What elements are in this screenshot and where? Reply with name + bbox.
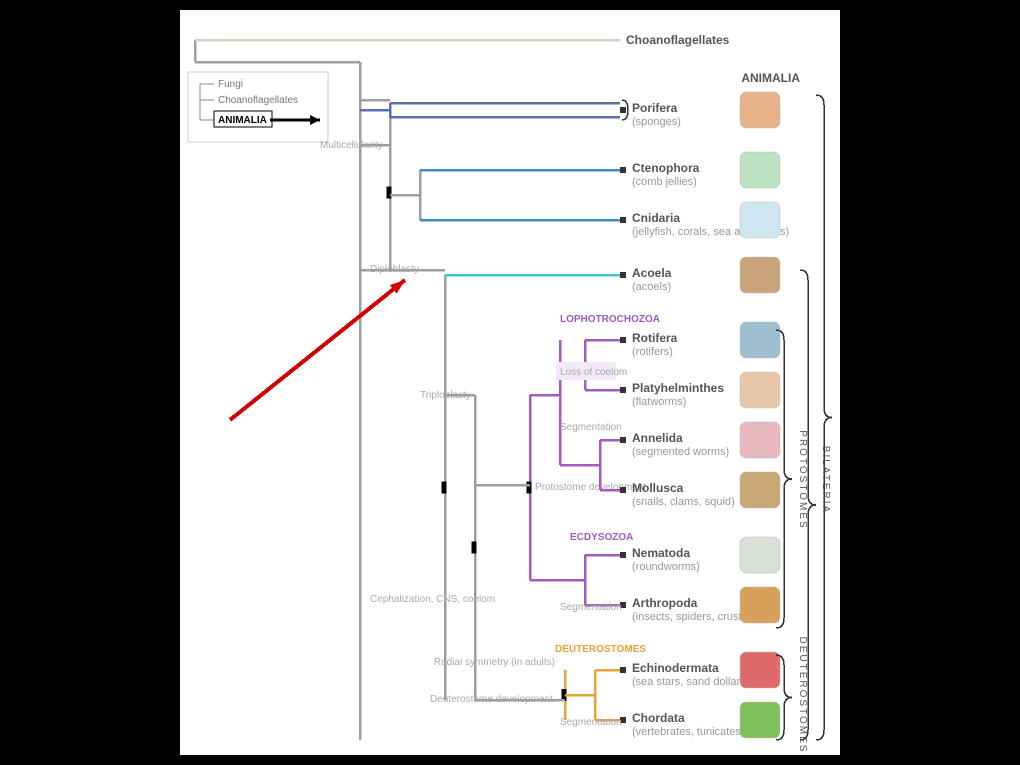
svg-text:Cnidaria: Cnidaria [632, 211, 680, 225]
svg-text:DEUTEROSTOMES: DEUTEROSTOMES [555, 644, 646, 655]
svg-text:(flatworms): (flatworms) [632, 396, 686, 408]
svg-text:LOPHOTROCHOZOA: LOPHOTROCHOZOA [560, 314, 660, 325]
svg-text:(roundworms): (roundworms) [632, 561, 700, 573]
ctenophora-thumb [740, 152, 780, 188]
platy-thumb [740, 372, 780, 408]
svg-text:Rotifera: Rotifera [632, 331, 678, 345]
stage: Fungi Choanoflagellates ANIMALIA Choanoflag… [0, 0, 1020, 765]
svg-text:Choanoflagellates: Choanoflagellates [626, 33, 730, 47]
chordata-thumb [740, 702, 780, 738]
rotifera-thumb [740, 322, 780, 358]
svg-text:Chordata: Chordata [632, 711, 685, 725]
mollusca-thumb [740, 472, 780, 508]
svg-text:PROTOSTOMES: PROTOSTOMES [797, 430, 808, 529]
svg-text:Porifera: Porifera [632, 101, 678, 115]
svg-text:Choanoflagellates: Choanoflagellates [218, 95, 298, 106]
svg-text:Platyhelminthes: Platyhelminthes [632, 381, 724, 395]
svg-text:Acoela: Acoela [632, 266, 672, 280]
svg-text:(comb jellies): (comb jellies) [632, 176, 697, 188]
svg-text:ANIMALIA: ANIMALIA [741, 71, 800, 85]
nematoda-thumb [740, 537, 780, 573]
svg-text:Protostome development: Protostome development [535, 482, 646, 493]
svg-text:BILATERIA: BILATERIA [820, 446, 831, 514]
svg-text:(rotifers): (rotifers) [632, 346, 673, 358]
svg-text:Loss of coelom: Loss of coelom [560, 367, 627, 378]
svg-text:ANIMALIA: ANIMALIA [218, 115, 267, 126]
svg-text:(vertebrates, tunicates): (vertebrates, tunicates) [632, 726, 745, 738]
svg-text:Ctenophora: Ctenophora [632, 161, 700, 175]
svg-text:(acoels): (acoels) [632, 281, 671, 293]
svg-text:(segmented worms): (segmented worms) [632, 446, 729, 458]
arthropoda-thumb [740, 587, 780, 623]
phylogeny-svg: Fungi Choanoflagellates ANIMALIA Choanoflag… [0, 0, 1020, 765]
svg-text:Nematoda: Nematoda [632, 546, 690, 560]
svg-text:ECDYSOZOA: ECDYSOZOA [570, 532, 633, 543]
svg-text:Annelida: Annelida [632, 431, 683, 445]
echino-thumb [740, 652, 780, 688]
svg-text:(snails, clams, squid): (snails, clams, squid) [632, 496, 735, 508]
svg-text:Segmentation: Segmentation [560, 422, 622, 433]
cnidaria-thumb [740, 202, 780, 238]
svg-text:Radial symmetry (in adults): Radial symmetry (in adults) [434, 657, 555, 668]
svg-text:(sponges): (sponges) [632, 116, 681, 128]
porifera-thumb [740, 92, 780, 128]
annelida-thumb [740, 422, 780, 458]
svg-text:Segmentation: Segmentation [560, 602, 622, 613]
svg-text:Fungi: Fungi [218, 79, 243, 90]
svg-text:Arthropoda: Arthropoda [632, 596, 698, 610]
svg-text:Cephalization, CNS, coelom: Cephalization, CNS, coelom [370, 594, 495, 605]
svg-text:Segmentation: Segmentation [560, 717, 622, 728]
svg-text:Mollusca: Mollusca [632, 481, 684, 495]
acoela-thumb [740, 257, 780, 293]
svg-text:DEUTEROSTOMES: DEUTEROSTOMES [797, 637, 808, 754]
svg-text:Echinodermata: Echinodermata [632, 661, 719, 675]
svg-text:(sea stars, sand dollars): (sea stars, sand dollars) [632, 676, 749, 688]
